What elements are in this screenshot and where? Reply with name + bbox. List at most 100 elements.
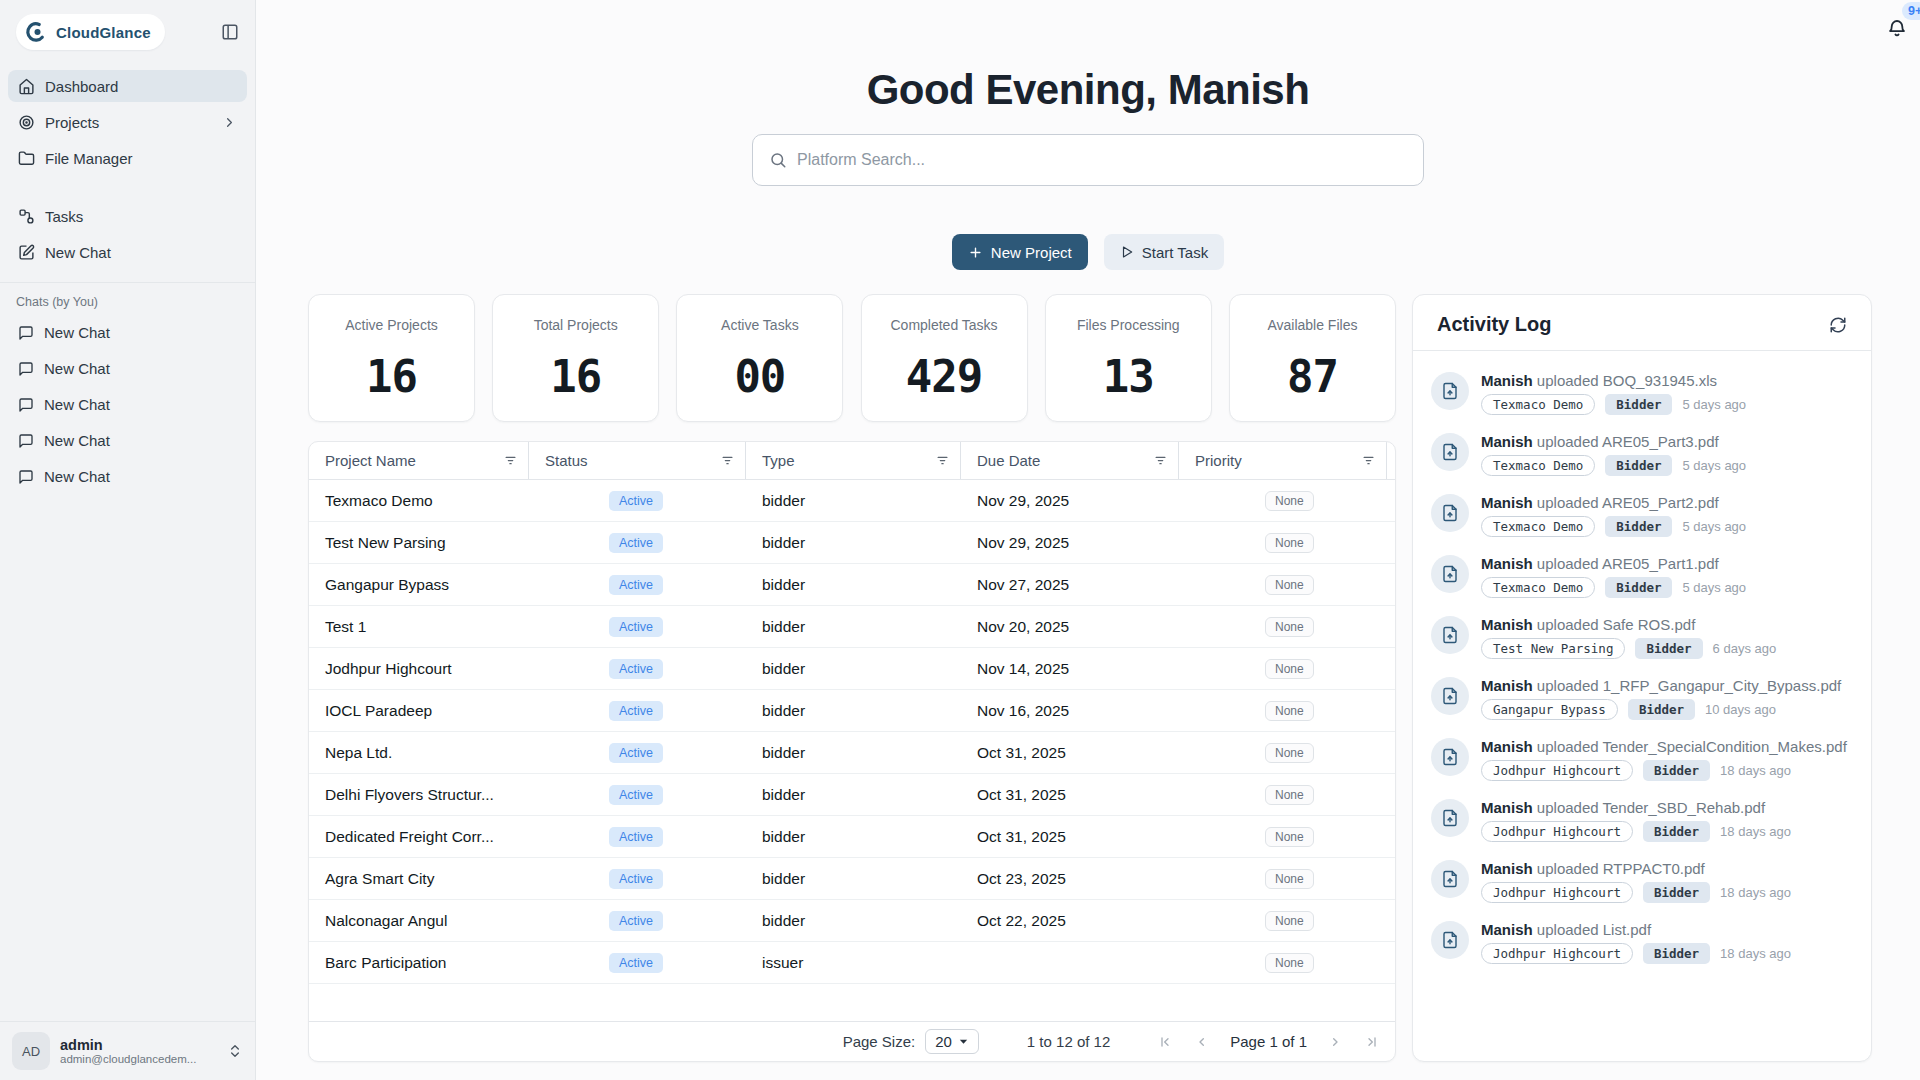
project-badge[interactable]: Jodhpur Highcourt (1481, 821, 1633, 842)
app-logo[interactable]: CloudGlance (16, 14, 165, 50)
cell-type: bidder (746, 660, 961, 678)
sidebar: CloudGlance Dashboard Projects (0, 0, 256, 1080)
activity-entry[interactable]: Manish uploaded 1_RFP_Gangapur_City_Bypa… (1431, 668, 1851, 729)
activity-action: uploaded (1537, 738, 1599, 755)
panel-left-icon (221, 23, 239, 41)
sidebar-chat-item[interactable]: New Chat (8, 425, 247, 456)
refresh-button[interactable] (1827, 314, 1849, 336)
activity-entry[interactable]: Manish uploaded ARE05_Part3.pdf Texmaco … (1431, 424, 1851, 485)
activity-file: Tender_SpecialCondition_Makes.pdf (1603, 738, 1847, 755)
role-badge: Bidder (1643, 821, 1710, 842)
cell-priority: None (1179, 491, 1387, 511)
cell-priority: None (1179, 953, 1387, 973)
project-badge[interactable]: Texmaco Demo (1481, 516, 1595, 537)
cell-priority: None (1179, 701, 1387, 721)
sidebar-divider (0, 282, 255, 283)
start-task-button[interactable]: Start Task (1104, 234, 1224, 270)
sidebar-chat-item[interactable]: New Chat (8, 461, 247, 492)
stat-value: 429 (906, 351, 982, 402)
table-row[interactable]: IOCL Paradeep Active bidder Nov 16, 2025… (309, 690, 1395, 732)
table-row[interactable]: Nepa Ltd. Active bidder Oct 31, 2025 Non… (309, 732, 1395, 774)
table-row[interactable]: Test New Parsing Active bidder Nov 29, 2… (309, 522, 1395, 564)
filter-icon[interactable] (1361, 453, 1376, 468)
new-project-button[interactable]: New Project (952, 234, 1088, 270)
stat-label: Files Processing (1077, 317, 1180, 333)
project-badge[interactable]: Texmaco Demo (1481, 577, 1595, 598)
table-row[interactable]: Gangapur Bypass Active bidder Nov 27, 20… (309, 564, 1395, 606)
table-row[interactable]: Texmaco Demo Active bidder Nov 29, 2025 … (309, 480, 1395, 522)
activity-entry[interactable]: Manish uploaded ARE05_Part1.pdf Texmaco … (1431, 546, 1851, 607)
filter-icon[interactable] (720, 453, 735, 468)
filter-icon[interactable] (503, 453, 518, 468)
activity-action: uploaded (1537, 799, 1599, 816)
next-page-button[interactable] (1327, 1034, 1343, 1050)
chats-section-label: Chats (by You) (0, 295, 255, 309)
chevron-right-icon[interactable] (222, 115, 237, 130)
table-body: Texmaco Demo Active bidder Nov 29, 2025 … (309, 480, 1395, 984)
table-row[interactable]: Nalconagar Angul Active bidder Oct 22, 2… (309, 900, 1395, 942)
filter-icon[interactable] (935, 453, 950, 468)
activity-entry[interactable]: Manish uploaded Tender_SBD_Rehab.pdf Jod… (1431, 790, 1851, 851)
cell-priority: None (1179, 869, 1387, 889)
notifications-button[interactable]: 9+ (1886, 18, 1908, 40)
cell-priority: None (1179, 827, 1387, 847)
cell-priority: None (1179, 911, 1387, 931)
cell-status: Active (529, 575, 746, 595)
last-page-button[interactable] (1363, 1034, 1379, 1050)
first-page-button[interactable] (1158, 1034, 1174, 1050)
previous-page-button[interactable] (1194, 1034, 1210, 1050)
activity-entry[interactable]: Manish uploaded ARE05_Part2.pdf Texmaco … (1431, 485, 1851, 546)
table-row[interactable]: Barc Participation Active issuer None (309, 942, 1395, 984)
activity-time: 18 days ago (1720, 885, 1791, 900)
search-icon (769, 151, 787, 169)
home-icon (18, 78, 35, 95)
activity-list: Manish uploaded BOQ_931945.xls Texmaco D… (1413, 351, 1871, 973)
sidebar-item-tasks[interactable]: Tasks (8, 200, 247, 232)
activity-entry[interactable]: Manish uploaded List.pdf Jodhpur Highcou… (1431, 912, 1851, 973)
stat-card: Available Files 87 (1229, 294, 1396, 422)
activity-entry[interactable]: Manish uploaded BOQ_931945.xls Texmaco D… (1431, 363, 1851, 424)
page-size-select[interactable]: 20 (925, 1029, 979, 1054)
project-badge[interactable]: Texmaco Demo (1481, 394, 1595, 415)
stat-card: Active Tasks 00 (676, 294, 843, 422)
project-badge[interactable]: Jodhpur Highcourt (1481, 943, 1633, 964)
cell-due-date: Oct 31, 2025 (961, 786, 1179, 804)
sidebar-item-new-chat[interactable]: New Chat (8, 236, 247, 268)
file-upload-icon (1431, 921, 1469, 959)
filter-icon[interactable] (1153, 453, 1168, 468)
search-input[interactable] (797, 151, 1407, 169)
activity-log-title: Activity Log (1437, 313, 1551, 336)
cell-priority: None (1179, 533, 1387, 553)
project-badge[interactable]: Test New Parsing (1481, 638, 1625, 659)
sidebar-chat-item[interactable]: New Chat (8, 317, 247, 348)
activity-entry[interactable]: Manish uploaded RTPPACT0.pdf Jodhpur Hig… (1431, 851, 1851, 912)
row-range-text: 1 to 12 of 12 (1027, 1033, 1110, 1050)
project-badge[interactable]: Texmaco Demo (1481, 455, 1595, 476)
table-row[interactable]: Jodhpur Highcourt Active bidder Nov 14, … (309, 648, 1395, 690)
sidebar-chat-item[interactable]: New Chat (8, 389, 247, 420)
table-row[interactable]: Agra Smart City Active bidder Oct 23, 20… (309, 858, 1395, 900)
file-upload-icon (1431, 616, 1469, 654)
activity-file: ARE05_Part1.pdf (1602, 555, 1719, 572)
project-badge[interactable]: Jodhpur Highcourt (1481, 760, 1633, 781)
sidebar-chat-item[interactable]: New Chat (8, 353, 247, 384)
project-badge[interactable]: Gangapur Bypass (1481, 699, 1618, 720)
sidebar-item-projects[interactable]: Projects (8, 106, 247, 138)
table-row[interactable]: Delhi Flyovers Structur... Active bidder… (309, 774, 1395, 816)
activity-entry[interactable]: Manish uploaded Tender_SpecialCondition_… (1431, 729, 1851, 790)
activity-file: ARE05_Part3.pdf (1602, 433, 1719, 450)
sidebar-item-file-manager[interactable]: File Manager (8, 142, 247, 174)
user-menu[interactable]: AD admin admin@cloudglancedem... (0, 1021, 255, 1080)
sidebar-item-dashboard[interactable]: Dashboard (8, 70, 247, 102)
stat-value: 00 (734, 351, 785, 402)
status-badge: Active (609, 491, 663, 511)
activity-time: 5 days ago (1682, 580, 1746, 595)
sidebar-collapse-button[interactable] (219, 21, 241, 43)
table-row[interactable]: Test 1 Active bidder Nov 20, 2025 None (309, 606, 1395, 648)
activity-entry[interactable]: Manish uploaded Safe ROS.pdf Test New Pa… (1431, 607, 1851, 668)
status-badge: Active (609, 827, 663, 847)
project-badge[interactable]: Jodhpur Highcourt (1481, 882, 1633, 903)
activity-time: 10 days ago (1705, 702, 1776, 717)
table-row[interactable]: Dedicated Freight Corr... Active bidder … (309, 816, 1395, 858)
status-badge: Active (609, 743, 663, 763)
